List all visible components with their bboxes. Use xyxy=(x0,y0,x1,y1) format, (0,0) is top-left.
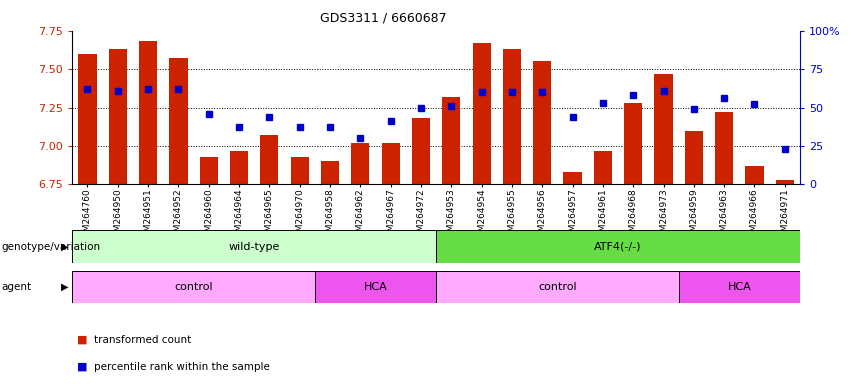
Text: ■: ■ xyxy=(77,335,87,345)
Text: ▶: ▶ xyxy=(60,282,68,292)
Bar xyxy=(109,49,127,184)
Bar xyxy=(745,166,763,184)
Bar xyxy=(290,157,309,184)
Bar xyxy=(685,131,703,184)
Bar xyxy=(169,58,187,184)
Bar xyxy=(230,151,248,184)
Bar xyxy=(654,74,672,184)
Text: wild-type: wild-type xyxy=(229,242,280,252)
Bar xyxy=(624,103,643,184)
Text: ATF4(-/-): ATF4(-/-) xyxy=(594,242,642,252)
Bar xyxy=(533,61,551,184)
Bar xyxy=(436,230,800,263)
Text: HCA: HCA xyxy=(363,282,387,292)
Bar xyxy=(503,49,521,184)
Text: HCA: HCA xyxy=(728,282,751,292)
Text: genotype/variation: genotype/variation xyxy=(2,242,100,252)
Bar xyxy=(443,97,460,184)
Text: ▶: ▶ xyxy=(60,242,68,252)
Bar xyxy=(72,271,315,303)
Text: agent: agent xyxy=(2,282,31,292)
Bar xyxy=(563,172,581,184)
Bar xyxy=(678,271,800,303)
Bar xyxy=(321,161,339,184)
Text: control: control xyxy=(174,282,213,292)
Bar xyxy=(594,151,612,184)
Bar xyxy=(72,230,436,263)
Bar xyxy=(351,143,369,184)
Bar xyxy=(139,41,157,184)
Text: ■: ■ xyxy=(77,362,87,372)
Bar xyxy=(381,143,400,184)
Text: transformed count: transformed count xyxy=(94,335,191,345)
Bar xyxy=(200,157,218,184)
Bar xyxy=(260,135,278,184)
Text: control: control xyxy=(538,282,577,292)
Bar xyxy=(715,112,734,184)
Bar xyxy=(472,43,491,184)
Bar xyxy=(412,118,430,184)
Bar xyxy=(78,54,96,184)
Text: GDS3311 / 6660687: GDS3311 / 6660687 xyxy=(320,12,446,25)
Bar xyxy=(436,271,678,303)
Bar xyxy=(315,271,436,303)
Bar xyxy=(775,180,794,184)
Text: percentile rank within the sample: percentile rank within the sample xyxy=(94,362,270,372)
